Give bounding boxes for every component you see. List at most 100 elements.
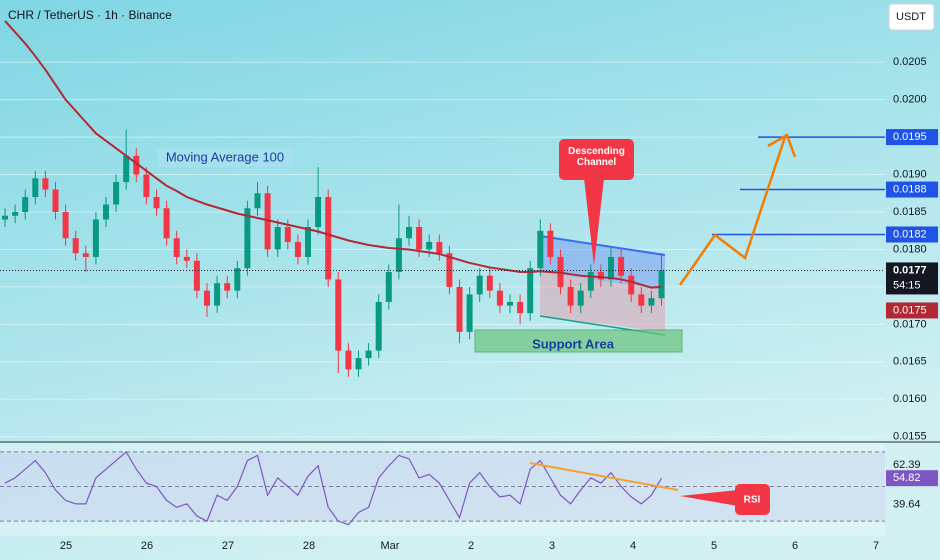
- candle-body: [365, 350, 372, 359]
- target-box: [886, 226, 938, 243]
- candle-body: [62, 212, 69, 239]
- candle-body: [52, 189, 59, 213]
- support-box: [474, 329, 683, 353]
- x-tick-label: 25: [60, 540, 72, 552]
- y-tick-label: 0.0160: [893, 393, 927, 405]
- price-axis: 0.0155 0.0160 0.0165 0.0170 0.0175 0.0180 0.01…: [60, 56, 938, 552]
- ma-value-label: 0.0175: [893, 304, 927, 316]
- last-price-label: 0.0177: [893, 264, 927, 276]
- candle-body: [658, 270, 665, 299]
- candle-body: [406, 226, 412, 239]
- rsi-line: [4, 450, 663, 526]
- x-tick-label: 3: [549, 540, 555, 552]
- candle-body: [618, 256, 625, 276]
- ma-label: Moving Average 100: [166, 149, 284, 164]
- candle-body: [12, 212, 19, 216]
- candle-body: [224, 283, 231, 291]
- candle-body: [244, 208, 251, 269]
- symbol-title: CHR / TetherUS · 1h · Binance: [8, 8, 172, 22]
- candle-body: [537, 230, 544, 269]
- candle-body: [193, 260, 200, 291]
- x-tick-label: 6: [792, 540, 798, 552]
- last-price-box: [886, 262, 938, 295]
- y-tick-label: 0.0155: [893, 431, 927, 443]
- candle-body: [395, 238, 402, 272]
- projection-arrow: [767, 133, 797, 158]
- x-tick-label: 5: [711, 540, 717, 552]
- x-tick-label: 2: [468, 540, 474, 552]
- x-tick-label: 7: [873, 540, 879, 552]
- candle-body: [72, 238, 79, 254]
- y-tick-label: 0.0205: [893, 56, 927, 68]
- y-tick-label: 0.0200: [893, 94, 927, 106]
- channel-top: [539, 235, 666, 256]
- candle-body: [284, 226, 291, 242]
- candle-body: [577, 290, 584, 306]
- candle-body: [416, 226, 423, 250]
- candle-body: [234, 268, 241, 291]
- candle-body: [294, 241, 301, 257]
- ma-label-box: [157, 148, 294, 167]
- y-tick-label: 0.0170: [893, 318, 927, 330]
- rsi-callout: [735, 484, 770, 515]
- rsi-divergence: [529, 462, 679, 491]
- x-tick-label: 28: [303, 540, 315, 552]
- channel-callout-text: Descending Channel: [568, 146, 625, 168]
- target-label: 0.0195: [893, 131, 927, 143]
- candle-body: [214, 283, 221, 306]
- target-box: [886, 129, 938, 146]
- candle-body: [42, 178, 49, 190]
- candle-body: [426, 241, 433, 250]
- candle-body: [466, 294, 473, 332]
- y-tick-label: 0.0165: [893, 356, 927, 368]
- candle-body: [638, 294, 645, 306]
- candle-body: [628, 275, 635, 295]
- rsi-value-box: [886, 470, 938, 487]
- candle-body: [648, 298, 655, 306]
- candle-body: [274, 226, 281, 250]
- y-tick-label: 0.0190: [893, 168, 927, 180]
- ma-value-box: [886, 302, 938, 319]
- target-label: 0.0188: [893, 183, 927, 195]
- currency-box: [888, 3, 935, 31]
- plot: [0, 20, 885, 526]
- channel-callout: [559, 139, 634, 180]
- x-tick-label: 26: [141, 540, 153, 552]
- candle-body: [264, 193, 271, 250]
- candle-body: [254, 193, 261, 209]
- x-tick-label: 4: [630, 540, 636, 552]
- candle-body: [82, 253, 89, 257]
- candle-body: [385, 271, 392, 302]
- candle-body: [153, 197, 160, 209]
- rsi-label: RSI: [744, 495, 761, 506]
- candle-body: [345, 350, 352, 370]
- rsi-value-label: 54.82: [893, 472, 921, 484]
- candle-body: [507, 301, 513, 306]
- channel-pointer: [584, 178, 604, 266]
- candle-body: [496, 290, 503, 306]
- rsi-pointer: [680, 490, 738, 506]
- candle-body: [375, 301, 382, 351]
- candle-body: [103, 204, 109, 220]
- candle-body: [325, 197, 332, 280]
- candle-body: [92, 219, 99, 257]
- candle-body: [608, 256, 614, 280]
- target-box: [886, 181, 938, 198]
- candle-body: [32, 178, 39, 198]
- candle-body: [517, 301, 524, 314]
- candle-body: [456, 286, 463, 332]
- moving-average: [4, 20, 662, 289]
- rsi-tick-label: 39.64: [893, 498, 921, 510]
- currency: USDT: [896, 11, 926, 23]
- candle-body: [476, 275, 483, 295]
- x-tick-label: Mar: [381, 540, 400, 552]
- candle-body: [183, 256, 190, 261]
- candle-body: [113, 182, 120, 205]
- countdown: 54:15: [893, 279, 921, 291]
- candle-body: [486, 275, 493, 291]
- candle-body: [173, 238, 180, 257]
- candle-body: [2, 215, 8, 220]
- rsi-tick-label: 62.39: [893, 459, 921, 471]
- candle-body: [305, 226, 311, 257]
